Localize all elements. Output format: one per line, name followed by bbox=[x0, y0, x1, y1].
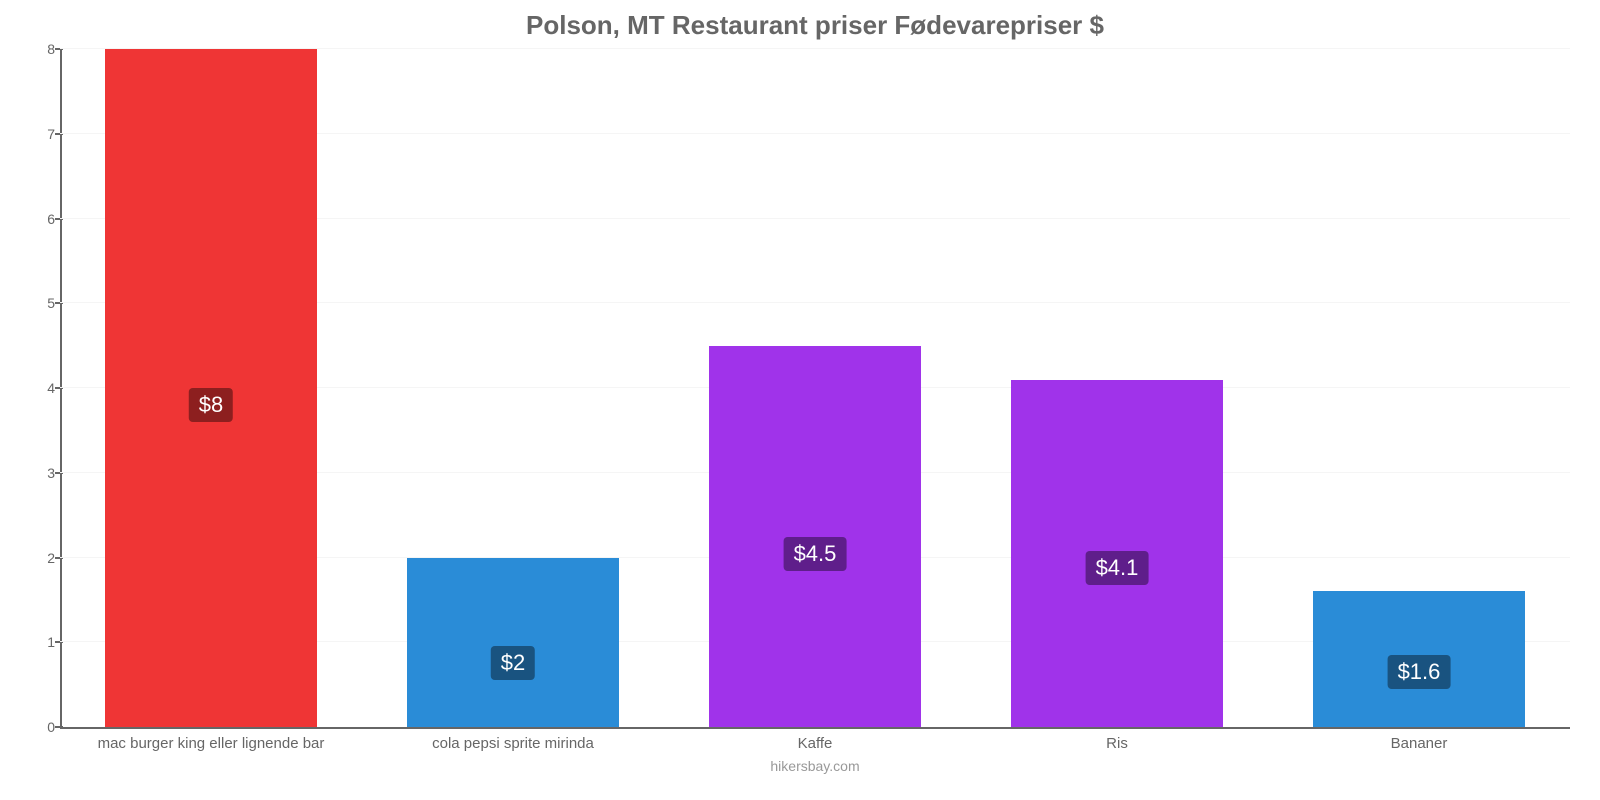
y-tick-label: 8 bbox=[20, 41, 55, 57]
x-axis-label: cola pepsi sprite mirinda bbox=[362, 735, 664, 752]
y-tick-label: 5 bbox=[20, 295, 55, 311]
x-axis-label: Bananer bbox=[1268, 735, 1570, 752]
y-tick-label: 3 bbox=[20, 465, 55, 481]
bar-slot: $8 bbox=[60, 49, 362, 727]
bar-slot: $4.1 bbox=[966, 49, 1268, 727]
bar-value-label: $2 bbox=[491, 646, 535, 680]
bar: $1.6 bbox=[1313, 591, 1524, 727]
y-axis: 012345678 bbox=[20, 49, 55, 727]
bar-value-label: $8 bbox=[189, 388, 233, 422]
chart-footer: hikersbay.com bbox=[60, 758, 1570, 774]
x-axis-label: mac burger king eller lignende bar bbox=[60, 735, 362, 752]
y-tick-label: 2 bbox=[20, 550, 55, 566]
bar-slot: $4.5 bbox=[664, 49, 966, 727]
bar: $4.1 bbox=[1011, 380, 1222, 727]
bar-value-label: $4.5 bbox=[784, 537, 847, 571]
bar: $2 bbox=[407, 558, 618, 728]
y-tick-label: 6 bbox=[20, 211, 55, 227]
bars-row: $8 $2 $4.5 $4.1 $1.6 bbox=[60, 49, 1570, 727]
chart-container: Polson, MT Restaurant priser Fødevarepri… bbox=[0, 0, 1600, 800]
y-tick-label: 1 bbox=[20, 634, 55, 650]
y-tick-label: 4 bbox=[20, 380, 55, 396]
bar: $4.5 bbox=[709, 346, 920, 727]
y-tick-label: 0 bbox=[20, 719, 55, 735]
y-tick-label: 7 bbox=[20, 126, 55, 142]
plot-area: 012345678 $8$2$4.5$4.1$1.6 bbox=[60, 49, 1570, 729]
bar-value-label: $4.1 bbox=[1086, 551, 1149, 585]
bar-value-label: $1.6 bbox=[1388, 655, 1451, 689]
bar-slot: $2 bbox=[362, 49, 664, 727]
x-axis-labels: mac burger king eller lignende barcola p… bbox=[60, 735, 1570, 752]
bar-slot: $1.6 bbox=[1268, 49, 1570, 727]
chart-title: Polson, MT Restaurant priser Fødevarepri… bbox=[60, 10, 1570, 41]
x-axis-label: Ris bbox=[966, 735, 1268, 752]
bar: $8 bbox=[105, 49, 316, 727]
x-axis-label: Kaffe bbox=[664, 735, 966, 752]
